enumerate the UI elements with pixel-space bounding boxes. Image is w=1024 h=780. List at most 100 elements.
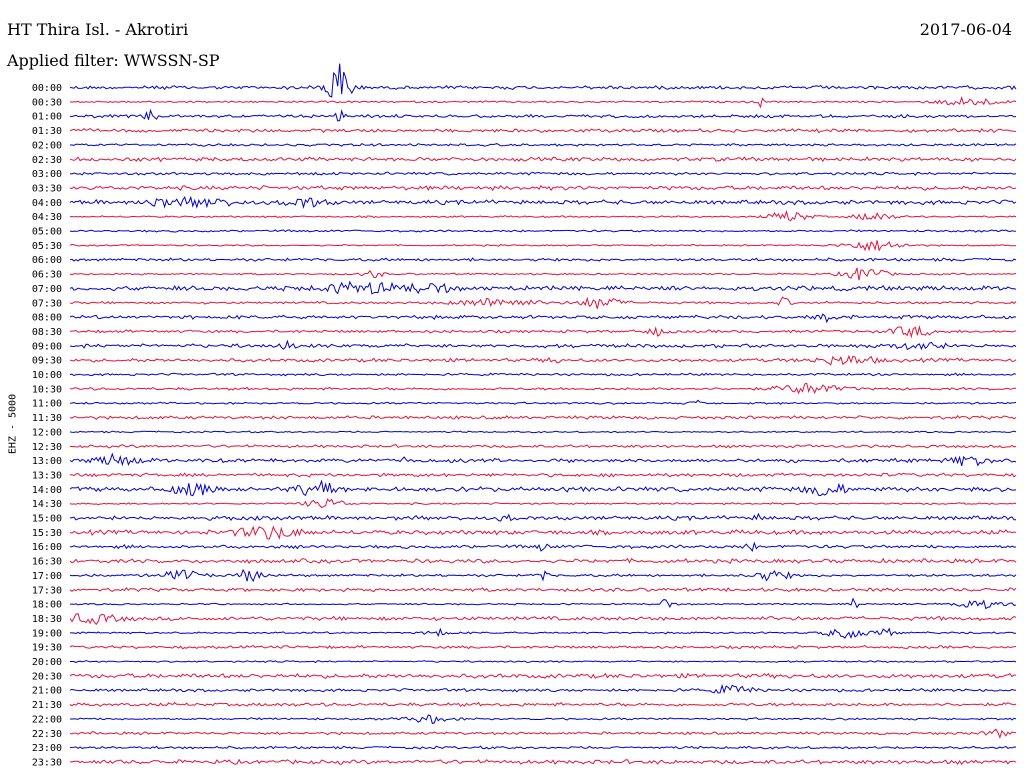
row-time-label: 05:00: [32, 227, 62, 238]
station-title: HT Thira Isl. - Akrotiri: [7, 20, 189, 39]
row-time-label: 01:30: [32, 126, 62, 137]
seismic-trace-row: [69, 127, 1017, 134]
seismic-trace-row: [69, 257, 1017, 262]
row-time-label: 02:00: [32, 140, 62, 151]
row-time-label: 09:30: [32, 356, 62, 367]
seismic-trace-row: [69, 354, 1017, 366]
seismic-trace-row: [69, 627, 1016, 640]
row-time-label: 16:30: [32, 557, 62, 568]
seismic-trace-row: [69, 63, 1017, 98]
seismic-trace-row: [69, 683, 1017, 694]
seismic-trace-row: [69, 728, 1017, 739]
row-time-label: 23:00: [32, 743, 62, 754]
seismic-trace-row: [69, 498, 1017, 509]
row-time-label: 01:00: [32, 112, 62, 123]
seismic-trace-row: [69, 568, 1017, 583]
row-time-label: 08:00: [32, 313, 62, 324]
seismic-trace-row: [69, 313, 1017, 324]
row-time-label: 14:30: [32, 499, 62, 510]
row-time-label: 20:00: [32, 657, 62, 668]
seismic-trace-row: [69, 209, 1017, 222]
row-time-label: 04:00: [32, 198, 62, 209]
seismic-trace-row: [69, 108, 1017, 122]
seismic-trace-row: [69, 452, 1017, 467]
row-time-label: 19:30: [32, 643, 62, 654]
seismic-trace-row: [69, 372, 1017, 377]
row-time-label: 15:00: [32, 514, 62, 525]
row-time-label: 06:30: [32, 270, 62, 281]
seismic-trace-row: [69, 672, 1017, 680]
seismic-trace-row: [69, 701, 1017, 707]
row-time-label: 03:30: [32, 183, 62, 194]
row-time-label: 18:00: [32, 600, 62, 611]
row-time-label: 03:00: [32, 169, 62, 180]
filter-label: Applied filter: WWSSN-SP: [7, 51, 220, 70]
seismic-trace-row: [69, 714, 1017, 725]
seismic-trace-row: [69, 745, 1017, 750]
seismic-trace-row: [69, 296, 1017, 309]
row-time-label: 08:30: [32, 327, 62, 338]
row-time-label: 21:30: [32, 700, 62, 711]
row-time-label: 10:00: [32, 370, 62, 381]
row-time-label: 17:00: [32, 571, 62, 582]
seismic-trace-row: [70, 541, 1017, 552]
seismic-trace-row: [69, 325, 1017, 339]
seismic-trace-row: [69, 339, 1017, 351]
seismic-trace-row: [69, 525, 1017, 540]
row-time-label: 15:30: [32, 528, 62, 539]
seismic-trace-row: [69, 472, 1017, 478]
row-time-label: 23:30: [32, 757, 62, 768]
seismic-trace-row: [69, 195, 1017, 209]
seismic-trace-row: [70, 660, 1017, 664]
row-time-label: 20:30: [32, 671, 62, 682]
seismic-trace-row: [70, 597, 1017, 610]
seismic-trace-row: [69, 280, 1017, 295]
seismic-trace-row: [69, 229, 1017, 233]
row-time-label: 16:00: [32, 542, 62, 553]
seismic-trace-row: [69, 512, 1016, 522]
row-time-label: 17:30: [32, 585, 62, 596]
row-time-label: 07:30: [32, 298, 62, 309]
seismic-trace-row: [69, 95, 1017, 109]
seismic-trace-row: [69, 613, 1017, 626]
row-time-label: 13:00: [32, 456, 62, 467]
seismic-trace-row: [69, 142, 1017, 147]
row-time-label: 18:30: [32, 614, 62, 625]
seismic-trace-row: [69, 156, 1017, 163]
row-time-label: 21:00: [32, 686, 62, 697]
row-time-label: 05:30: [32, 241, 62, 252]
seismic-trace-row: [69, 479, 1017, 497]
row-time-label: 12:00: [32, 427, 62, 438]
seismic-trace-row: [70, 758, 1017, 766]
seismic-trace-row: [69, 184, 1017, 192]
row-time-label: 09:00: [32, 341, 62, 352]
row-time-label: 02:30: [32, 155, 62, 166]
row-time-label: 19:00: [32, 628, 62, 639]
row-time-label: 11:00: [32, 399, 62, 410]
seismic-trace-row: [69, 399, 1017, 405]
row-time-label: 10:30: [32, 384, 62, 395]
seismic-trace-row: [69, 382, 1017, 395]
row-time-label: 07:00: [32, 284, 62, 295]
seismic-trace-row: [69, 587, 1017, 593]
row-time-label: 12:30: [32, 442, 62, 453]
seismic-trace-row: [69, 557, 1017, 565]
seismic-trace-row: [69, 644, 1017, 650]
row-time-label: 00:00: [32, 83, 62, 94]
date-label: 2017-06-04: [919, 20, 1012, 39]
row-time-label: 22:30: [32, 729, 62, 740]
row-time-label: 22:00: [32, 714, 62, 725]
row-time-label: 11:30: [32, 413, 62, 424]
row-time-label: 14:00: [32, 485, 62, 496]
row-time-label: 00:30: [32, 97, 62, 108]
seismic-trace-row: [69, 171, 1017, 176]
seismic-trace-row: [69, 267, 1017, 281]
row-time-label: 13:30: [32, 470, 62, 481]
seismic-trace-row: [69, 240, 1017, 252]
row-time-label: 06:00: [32, 255, 62, 266]
seismic-trace-row: [69, 444, 1017, 449]
seismic-trace-row: [69, 430, 1017, 434]
seismic-trace-row: [69, 415, 1017, 420]
row-time-label: 04:30: [32, 212, 62, 223]
